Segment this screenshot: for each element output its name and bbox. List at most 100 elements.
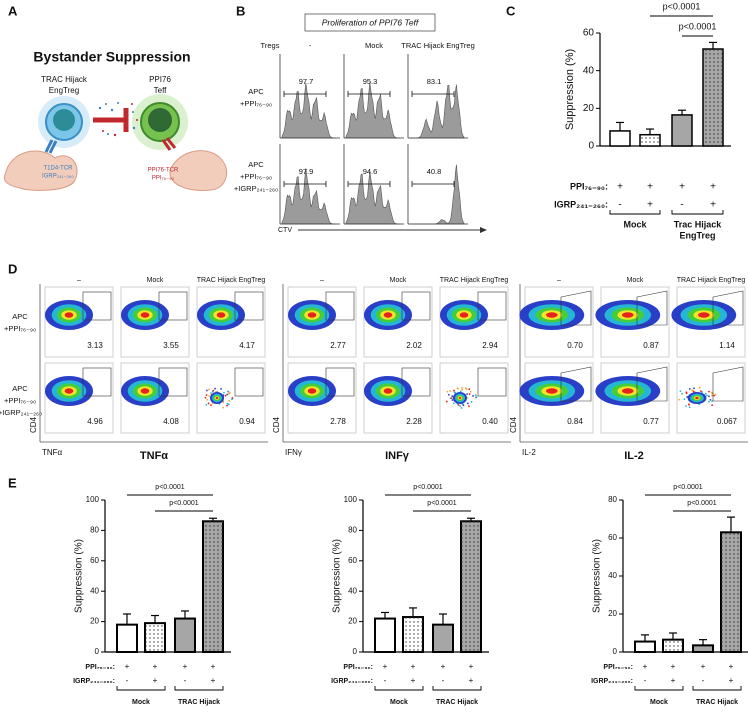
bar-pattern — [703, 49, 723, 147]
event-dot — [208, 395, 210, 397]
y-axis-label: Suppression (%) — [564, 49, 576, 130]
gate-value: 0.70 — [567, 341, 583, 350]
gate-value: 3.13 — [87, 341, 103, 350]
gate-value: 4.08 — [163, 417, 179, 426]
panel-label: A — [8, 3, 18, 18]
receptor-label: PPI76-TCR — [148, 168, 179, 174]
gate — [636, 290, 668, 326]
event-dot — [468, 405, 470, 408]
group-bracket — [692, 686, 742, 691]
event-dot — [464, 387, 467, 390]
condition-sign: - — [126, 676, 129, 685]
condition-sign: + — [679, 182, 685, 193]
panel-label: E — [8, 475, 17, 490]
condition-sign: + — [617, 182, 623, 193]
significance: p<0.0001 — [169, 500, 198, 507]
gate-value: 94.6 — [363, 167, 378, 176]
gate-value: 83.1 — [427, 77, 442, 86]
gate — [347, 181, 391, 187]
gate-value: 1.14 — [719, 341, 735, 350]
event-dot — [204, 396, 207, 399]
event-dot — [691, 389, 693, 392]
event-dot — [205, 394, 208, 396]
bar — [671, 114, 693, 147]
condition-sign: + — [211, 662, 216, 671]
event-dot — [220, 387, 222, 390]
row-label: +PPI₇₆₋₉₀ — [4, 324, 36, 333]
column-header: TRAC Hijack EngTreg — [440, 277, 509, 284]
group-label: Mock — [390, 699, 408, 706]
event-dot — [711, 404, 714, 407]
histogram — [281, 82, 336, 139]
row-label: APC — [12, 384, 28, 393]
event-dot — [449, 390, 452, 392]
group-title: INFγ — [385, 450, 410, 462]
y-tick-label: 80 — [608, 495, 617, 504]
gate-value: 0.87 — [643, 341, 659, 350]
event-dot — [206, 398, 209, 401]
row-label: +PPI₇₆₋₉₀ — [4, 396, 36, 405]
y-axis-label: Suppression (%) — [74, 539, 85, 613]
event-dot — [459, 390, 462, 393]
event-dot — [475, 396, 478, 398]
density — [697, 312, 710, 318]
cytokine-dots — [102, 103, 138, 137]
cell-label: PPI76 — [149, 75, 171, 84]
condition-label: PPI₇₆₋₉₀: — [85, 664, 115, 671]
event-dot — [708, 390, 710, 393]
row-label: APC — [248, 160, 264, 169]
column-header: Mock — [390, 277, 407, 284]
gate — [560, 366, 592, 402]
gate-value: 0.94 — [239, 417, 255, 426]
peptide-label: PPI₇₆₋₉₀ — [152, 176, 175, 182]
gate — [234, 291, 264, 321]
event-dot — [229, 391, 231, 394]
condition-label: PPI₇₆₋₉₀: — [570, 181, 608, 191]
row-label: +IGRP₂₄₁₋₂₆₀ — [234, 184, 278, 193]
gate-value: 2.78 — [330, 417, 346, 426]
event-dot — [445, 400, 448, 403]
column-header: – — [77, 277, 81, 284]
cytokine-dots — [98, 102, 136, 135]
density — [216, 312, 226, 318]
bar — [432, 623, 454, 654]
significance: p<0.0001 — [427, 500, 456, 507]
significance: p<0.0001 — [679, 21, 717, 31]
y-tick-label: 20 — [348, 617, 357, 626]
event-dot — [707, 400, 710, 403]
group-bracket — [609, 210, 661, 215]
row-label: APC — [12, 312, 28, 321]
gate — [82, 367, 112, 397]
event-dot — [452, 402, 455, 405]
panel-title: Proliferation of PPI76 Teff — [322, 17, 420, 27]
apc-cell — [169, 150, 228, 191]
gate — [712, 290, 744, 326]
condition-sign: + — [469, 676, 474, 685]
event-dot — [453, 389, 455, 392]
density — [64, 388, 74, 394]
condition-sign: - — [680, 200, 683, 211]
group-label: Mock — [650, 699, 668, 706]
group-label: TRAC Hijack — [696, 699, 738, 706]
density — [307, 388, 317, 394]
histogram — [281, 168, 336, 225]
gate-value: 3.55 — [163, 341, 179, 350]
event-dot — [711, 400, 714, 403]
event-dot — [451, 399, 454, 401]
row-label: +PPI₇₆₋₉₀ — [240, 172, 272, 181]
gate — [82, 291, 112, 321]
group-bracket — [174, 686, 224, 691]
y-tick-label: 40 — [583, 65, 595, 76]
event-dot — [698, 386, 701, 389]
condition-sign: + — [671, 662, 676, 671]
panel-a: A Bystander Suppression TRAC Hijack EngT… — [3, 3, 228, 191]
bar — [174, 617, 196, 653]
event-dot — [466, 393, 469, 395]
condition-sign: + — [729, 676, 734, 685]
event-dot — [460, 407, 463, 409]
y-tick-label: 100 — [86, 495, 100, 504]
event-dot — [688, 388, 691, 390]
gate — [411, 91, 455, 97]
group-title: IL-2 — [624, 450, 644, 462]
